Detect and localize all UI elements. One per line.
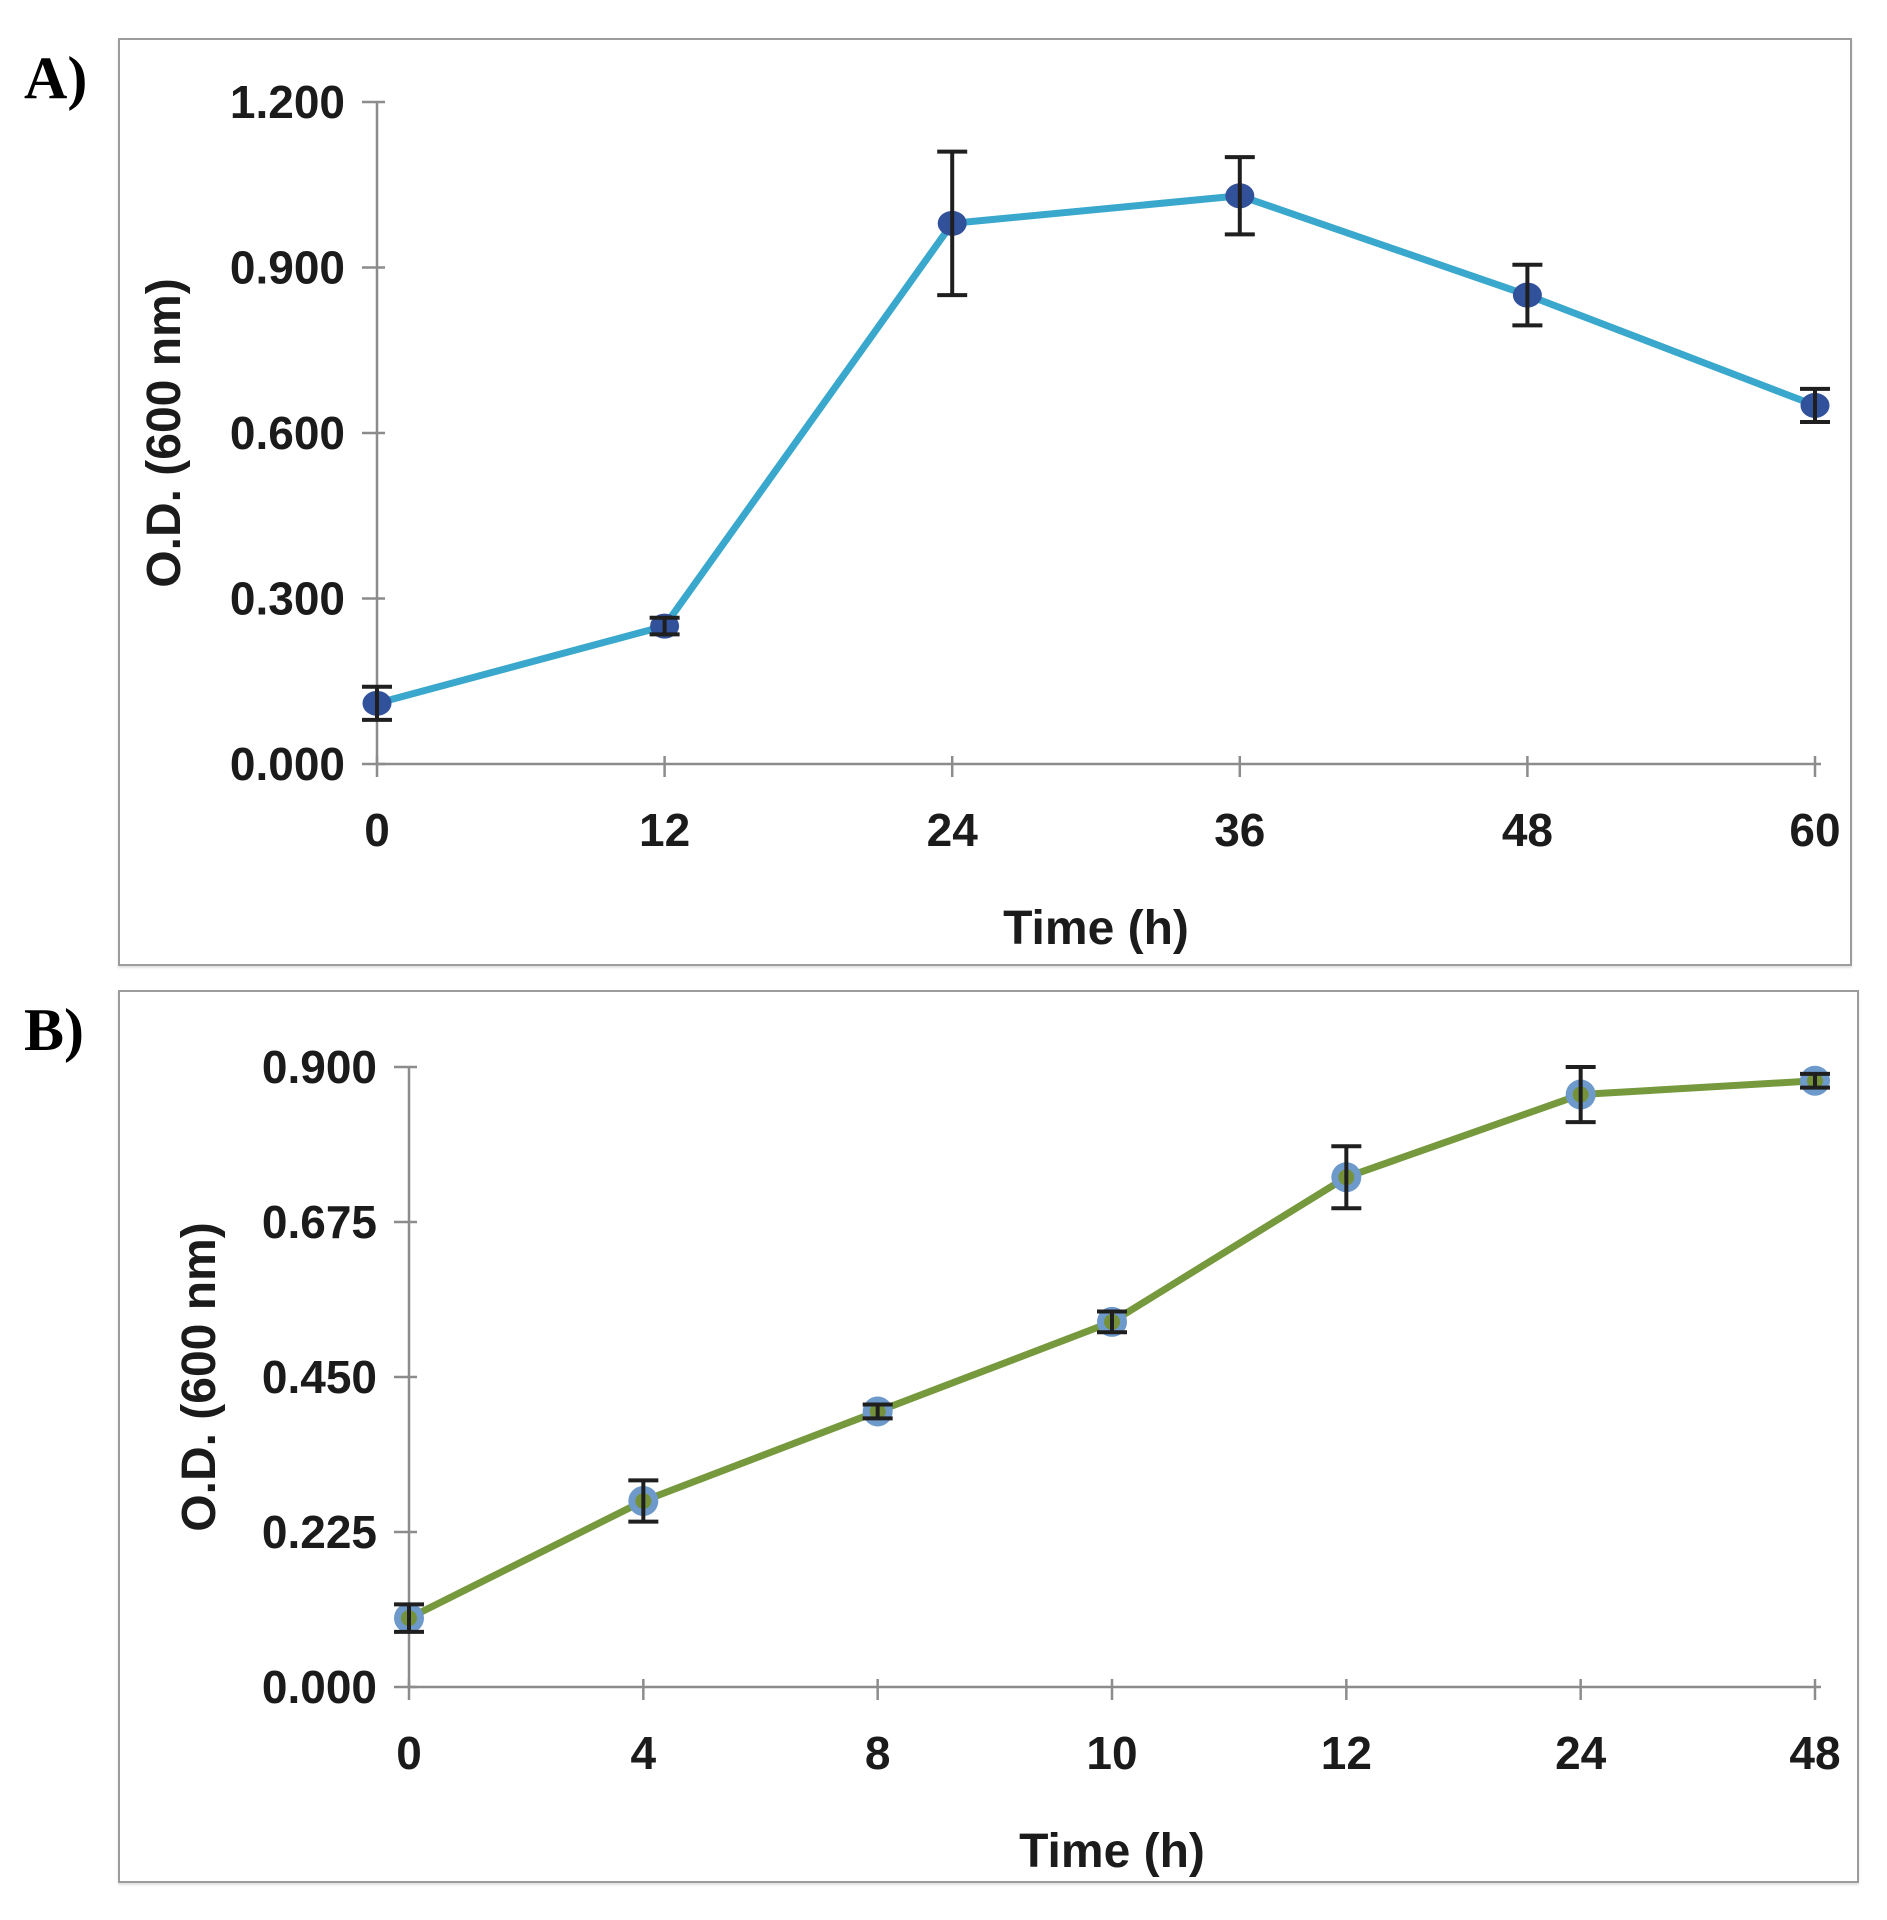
y-tick-label: 1.200 (230, 76, 345, 128)
y-tick-label: 0.675 (262, 1196, 377, 1248)
panel-b-label: B) (24, 997, 84, 1063)
y-tick-label: 0.225 (262, 1506, 377, 1558)
panel-b-box: 0.000 0.225 0.450 0.675 0.900 0 4 8 10 12 24 48 Time… (118, 990, 1859, 1883)
x-tick-label: 0 (364, 804, 390, 856)
x-tick-label: 12 (639, 804, 690, 856)
y-tick-label: 0.000 (230, 738, 345, 790)
y-axis-title: O.D. (600 nm) (173, 1222, 226, 1531)
x-tick-label: 36 (1214, 804, 1265, 856)
y-tick-label: 0.900 (262, 1041, 377, 1093)
chart-a: 0.000 0.300 0.600 0.900 1.200 0 12 24 36 48 60 Time… (138, 76, 1841, 955)
x-tick-label: 24 (1555, 1727, 1607, 1779)
y-tick-label: 0.900 (230, 242, 345, 294)
x-axis-title: Time (h) (1019, 1825, 1205, 1878)
y-tick-label: 0.300 (230, 573, 345, 625)
panel-a-box: 0.000 0.300 0.600 0.900 1.200 0 12 24 36 48 60 Time… (118, 38, 1852, 966)
x-tick-label: 48 (1789, 1727, 1840, 1779)
x-tick-label: 48 (1502, 804, 1553, 856)
series-line (373, 192, 1819, 707)
y-tick-label: 0.000 (262, 1661, 377, 1713)
y-axis-title: O.D. (600 nm) (138, 278, 191, 587)
x-tick-label: 4 (631, 1727, 657, 1779)
x-tick-label: 8 (865, 1727, 891, 1779)
x-tick-label: 10 (1086, 1727, 1137, 1779)
series-line (405, 1077, 1819, 1622)
panel-a-label: A) (24, 45, 88, 111)
x-tick-label: 0 (396, 1727, 422, 1779)
x-tick-label: 60 (1789, 804, 1840, 856)
x-axis-title: Time (h) (1003, 902, 1189, 955)
x-tick-label: 24 (927, 804, 979, 856)
y-tick-label: 0.450 (262, 1351, 377, 1403)
x-tick-label: 12 (1321, 1727, 1372, 1779)
y-tick-label: 0.600 (230, 407, 345, 459)
